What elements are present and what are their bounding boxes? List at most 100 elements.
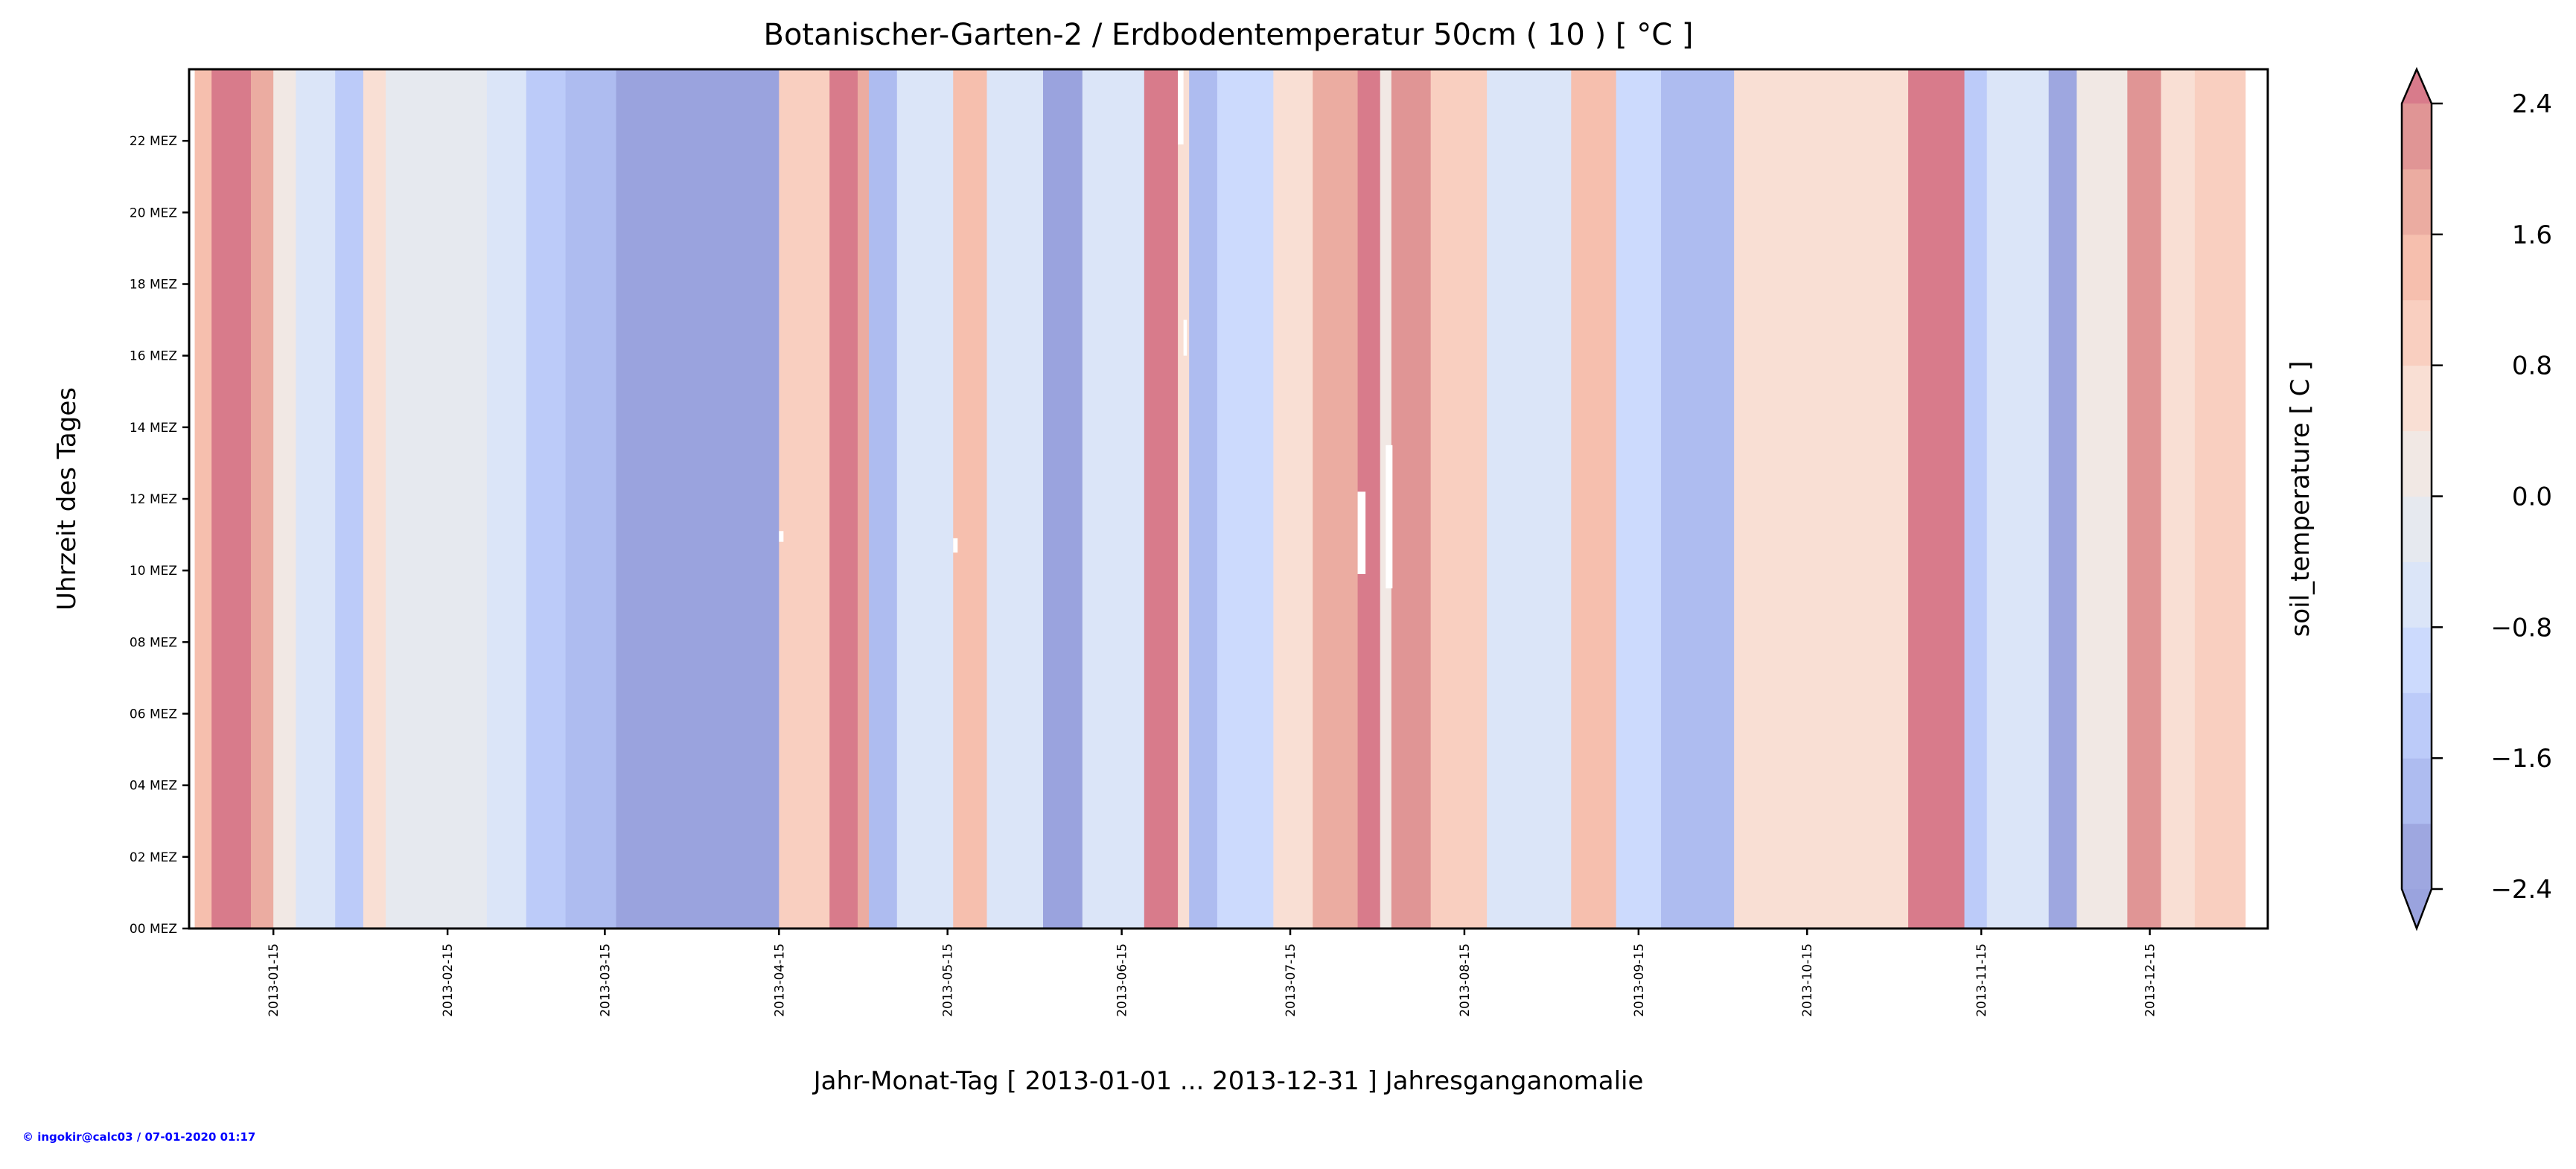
colorbar-segment: [2402, 103, 2432, 170]
colorbar-segment: [2402, 496, 2432, 562]
x-tick-label: 2013-12-15: [2143, 943, 2158, 1017]
heatmap-stripe: [1785, 69, 1909, 928]
colorbar-segment: [2402, 692, 2432, 759]
x-tick-label: 2013-04-15: [772, 943, 787, 1017]
x-axis-label: Jahr-Monat-Tag [ 2013-01-01 ... 2013-12-…: [813, 1066, 1644, 1096]
y-tick-label: 08 MEZ: [130, 635, 177, 650]
y-tick-label: 00 MEZ: [130, 922, 177, 937]
x-tick-label: 2013-02-15: [441, 943, 456, 1017]
colorbar-segment: [2402, 561, 2432, 628]
missing-data-gap: [779, 531, 784, 542]
heatmap-stripe: [1313, 69, 1359, 928]
y-tick-label: 10 MEZ: [130, 564, 177, 579]
colorbar-segment: [2402, 758, 2432, 824]
y-tick-label: 06 MEZ: [130, 707, 177, 722]
heatmap-stripe: [1391, 69, 1432, 928]
heatmap-stripe: [1908, 69, 1966, 928]
x-tick-label: 2013-09-15: [1632, 943, 1647, 1017]
heatmap-stripe: [2076, 69, 2128, 928]
heatmap-stripe: [194, 69, 212, 928]
heatmap-stripe: [2161, 69, 2196, 928]
colorbar-segment: [2402, 168, 2432, 235]
heatmap-stripe: [296, 69, 336, 928]
colorbar-label: soil_temperature [ C ]: [2286, 360, 2315, 637]
colorbar-tick-label: 2.4: [2512, 89, 2552, 119]
heatmap-stripe: [1616, 69, 1662, 928]
chart-title: Botanischer-Garten-2 / Erdbodentemperatu…: [763, 18, 1694, 52]
heatmap-stripe: [526, 69, 567, 928]
x-tick-label: 2013-11-15: [1974, 943, 1989, 1017]
x-tick-label: 2013-03-15: [598, 943, 613, 1017]
heatmap-stripe: [1144, 69, 1179, 928]
heatmap-stripe: [1273, 69, 1313, 928]
x-tick-label: 2013-01-15: [267, 943, 281, 1017]
colorbar-under-extension: [2402, 889, 2432, 928]
colorbar-tick-label: 1.6: [2512, 220, 2552, 250]
heatmap-stripe: [335, 69, 364, 928]
missing-data-gap: [953, 538, 958, 553]
y-tick-label: 14 MEZ: [130, 421, 177, 436]
heatmap-stripe: [986, 69, 1044, 928]
colorbar-tick-label: 0.0: [2512, 482, 2552, 512]
heatmap-stripe: [251, 69, 274, 928]
x-tick-label: 2013-05-15: [941, 943, 956, 1017]
colorbar-tick-label: −0.8: [2490, 613, 2552, 643]
colorbar-segment: [2402, 365, 2432, 432]
y-tick-label: 16 MEZ: [130, 349, 177, 364]
heatmap-stripe: [1661, 69, 1735, 928]
colorbar-over-extension: [2402, 69, 2432, 103]
colorbar-tick-label: −2.4: [2490, 875, 2552, 905]
heatmap-stripe: [1487, 69, 1572, 928]
x-tick-label: 2013-07-15: [1284, 943, 1298, 1017]
colorbar-tick-label: 0.8: [2512, 351, 2552, 381]
colorbar-segment: [2402, 824, 2432, 890]
heatmap-stripe: [273, 69, 296, 928]
colorbar-segment: [2402, 234, 2432, 301]
heatmap-stripe: [211, 69, 252, 928]
colorbar-segment: [2402, 430, 2432, 497]
missing-data-gap: [1357, 491, 1366, 574]
y-axis-label: Uhrzeit des Tages: [52, 387, 82, 611]
heatmap-stripe: [2194, 69, 2246, 928]
heatmap-stripe: [896, 69, 954, 928]
colorbar-segment: [2402, 299, 2432, 366]
colorbar-tick-label: −1.6: [2490, 744, 2552, 774]
y-tick-label: 04 MEZ: [130, 779, 177, 794]
heatmap-stripe: [1178, 69, 1190, 928]
heatmap-stripe: [779, 69, 830, 928]
y-tick-label: 20 MEZ: [130, 206, 177, 220]
y-tick-label: 22 MEZ: [130, 134, 177, 149]
copyright-footer: © ingokir@calc03 / 07-01-2020 01:17: [22, 1130, 256, 1144]
heatmap-stripe: [2127, 69, 2162, 928]
heatmap-stripe: [1734, 69, 1785, 928]
heatmap-stripe: [1430, 69, 1488, 928]
missing-data-gap: [1183, 319, 1187, 356]
x-tick-label: 2013-06-15: [1115, 943, 1130, 1017]
heatmap-stripe: [1964, 69, 1988, 928]
y-tick-label: 12 MEZ: [130, 492, 177, 507]
y-tick-label: 18 MEZ: [130, 278, 177, 293]
x-tick-label: 2013-10-15: [1800, 943, 1815, 1017]
heatmap-stripe: [565, 69, 616, 928]
heatmap-stripe: [953, 69, 988, 928]
heatmap-stripe: [486, 69, 527, 928]
colorbar-segment: [2402, 627, 2432, 693]
heatmap-stripe: [2048, 69, 2077, 928]
missing-data-gap: [1386, 445, 1393, 589]
heatmap-stripe: [1217, 69, 1274, 928]
heatmap-stripe: [1986, 69, 2050, 928]
y-tick-label: 02 MEZ: [130, 850, 177, 865]
heatmap-stripe: [829, 69, 858, 928]
heatmap-stripe: [386, 69, 488, 928]
x-tick-label: 2013-08-15: [1458, 943, 1473, 1017]
heatmap-stripe: [1189, 69, 1218, 928]
heatmap-stripe: [1082, 69, 1145, 928]
heatmap-stripe: [1571, 69, 1617, 928]
heatmap-stripe: [1042, 69, 1083, 928]
missing-data-gap: [1178, 69, 1184, 144]
heatmap-stripe: [616, 69, 780, 928]
heatmap-stripe: [857, 69, 870, 928]
heatmap-stripe: [869, 69, 898, 928]
